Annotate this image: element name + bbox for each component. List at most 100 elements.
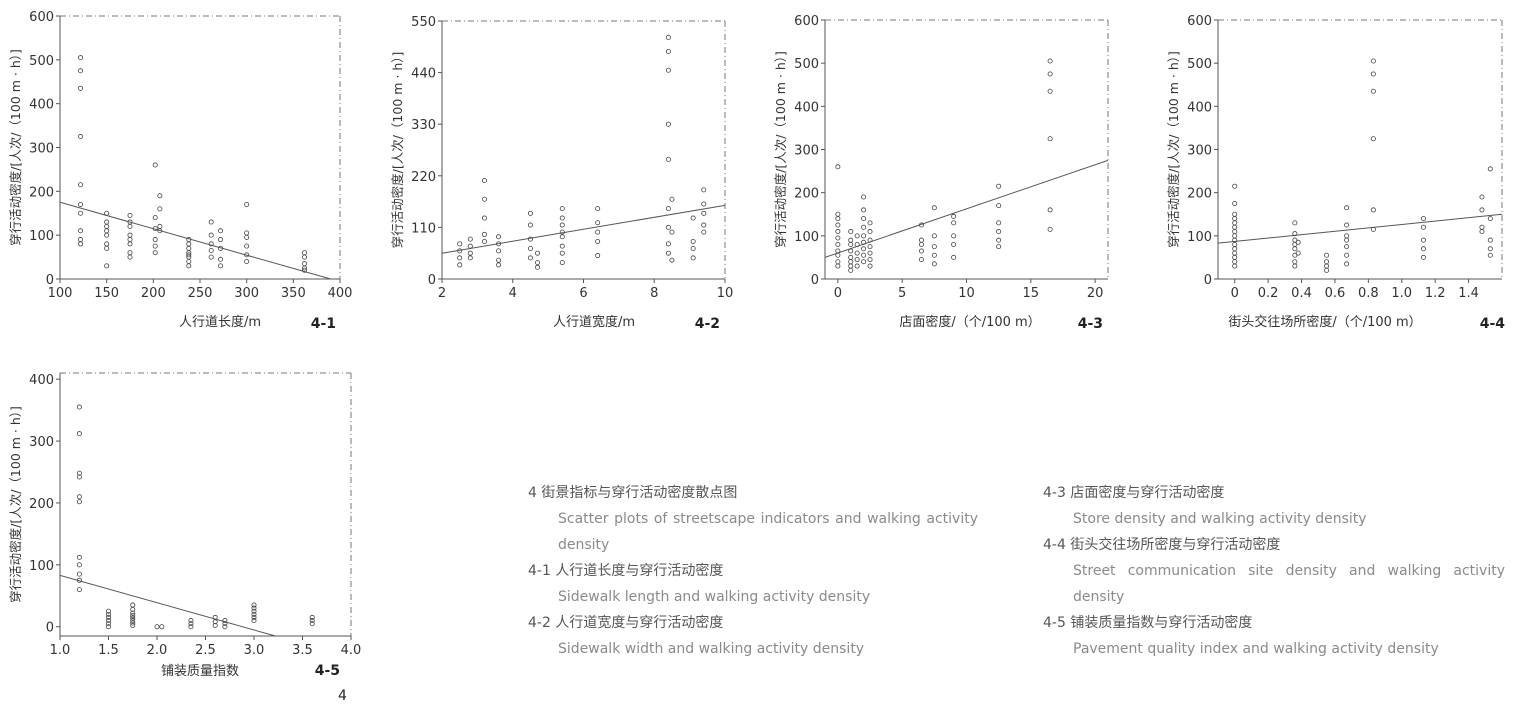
- scatter-point: [1344, 252, 1350, 258]
- x-tick-label: 1.0: [1391, 286, 1412, 301]
- scatter-point: [1479, 224, 1485, 230]
- scatter-point: [1344, 244, 1350, 250]
- scatter-point: [104, 228, 110, 234]
- scatter-point: [152, 226, 158, 232]
- scatter-point: [559, 206, 565, 212]
- scatter-point: [127, 212, 133, 218]
- scatter-point: [595, 253, 601, 259]
- scatter-point: [104, 210, 110, 216]
- regression-line: [60, 201, 331, 279]
- scatter-point: [1324, 267, 1330, 273]
- x-axis-label: 人行道宽度/m: [553, 314, 635, 330]
- scatter-point: [854, 233, 860, 239]
- scatter-point: [309, 618, 315, 624]
- scatter-point: [1292, 263, 1298, 269]
- scatter-point: [1232, 233, 1238, 239]
- y-tick-label: 0: [46, 621, 54, 636]
- y-tick-label: 400: [1187, 100, 1212, 115]
- scatter-point: [559, 260, 565, 266]
- scatter-point: [106, 614, 112, 620]
- scatter-point: [244, 252, 250, 258]
- caption-title-cn: 4 街景指标与穿行活动密度散点图: [528, 485, 738, 501]
- scatter-point: [159, 624, 165, 630]
- scatter-point: [996, 203, 1002, 209]
- scatter-point: [535, 250, 541, 256]
- scatter-point: [130, 622, 136, 628]
- scatter-point: [457, 255, 463, 261]
- scatter-point: [559, 222, 565, 228]
- scatter-point: [106, 611, 112, 617]
- scatter-point: [104, 263, 110, 269]
- y-axis-label: 穿行活动密度/[人次/（100 m · h）]: [390, 52, 405, 249]
- scatter-point: [467, 243, 473, 249]
- x-tick-label: 250: [188, 286, 213, 301]
- y-tick-label: 500: [29, 54, 54, 69]
- x-tick-label: 10: [717, 286, 734, 301]
- scatter-point: [78, 68, 84, 74]
- scatter-point: [918, 222, 924, 228]
- scatter-point: [1232, 250, 1238, 256]
- scatter-point: [1370, 71, 1376, 77]
- scatter-point: [1047, 136, 1053, 142]
- scatter-point: [665, 34, 671, 40]
- scatter-point: [130, 606, 136, 612]
- scatter-point: [1370, 136, 1376, 142]
- scatter-point: [188, 621, 194, 627]
- scatter-point: [104, 245, 110, 251]
- scatter-point: [127, 223, 133, 229]
- scatter-point: [931, 244, 937, 250]
- y-tick-label: 300: [29, 435, 54, 450]
- scatter-point: [106, 608, 112, 614]
- scatter-point: [701, 201, 707, 207]
- scatter-point: [1295, 239, 1301, 245]
- chart-panel-4-2: 2 4 6 8 10 0 110 220 330 440 550 穿行活动密度/[人次/（100 m …: [390, 15, 733, 332]
- scatter-point: [1487, 246, 1493, 252]
- y-tick-label: 0: [46, 273, 54, 288]
- scatter-point: [186, 241, 192, 247]
- x-tick-label: 3.5: [292, 643, 313, 658]
- panel-label: 4-1: [311, 316, 336, 332]
- scatter-point: [186, 252, 192, 258]
- scatter-point: [186, 258, 192, 264]
- x-tick-label: 20: [1087, 286, 1104, 301]
- panel-label: 4-3: [1078, 316, 1103, 332]
- scatter-point: [861, 259, 867, 265]
- scatter-point: [218, 228, 224, 234]
- scatter-point: [130, 602, 136, 608]
- scatter-point: [302, 254, 308, 260]
- x-tick-label: 6: [579, 286, 587, 301]
- scatter-point: [127, 241, 133, 247]
- scatter-point: [1232, 211, 1238, 217]
- x-tick-label: 8: [650, 286, 658, 301]
- x-tick-label: 0.4: [1291, 286, 1312, 301]
- scatter-point: [1292, 220, 1298, 226]
- scatter-point: [157, 193, 163, 199]
- y-axis-label: 穿行活动密度/[人次/（100 m · h）]: [8, 406, 23, 603]
- caption-4-3-cn: 4-3 店面密度与穿行活动密度: [1043, 485, 1225, 501]
- y-axis-label: 穿行活动密度/[人次/（100 m · h）]: [1166, 51, 1181, 248]
- x-tick-label: 2.0: [147, 643, 168, 658]
- scatter-point: [1420, 224, 1426, 230]
- scatter-point: [251, 611, 257, 617]
- scatter-point: [931, 233, 937, 239]
- x-tick-label: 300: [234, 286, 259, 301]
- scatter-point: [467, 250, 473, 256]
- scatter-point: [848, 254, 854, 260]
- scatter-point: [157, 206, 163, 212]
- scatter-point: [1232, 220, 1238, 226]
- scatter-point: [251, 608, 257, 614]
- scatter-point: [559, 215, 565, 221]
- scatter-point: [527, 246, 533, 252]
- scatter-point: [186, 245, 192, 251]
- figure-number: 4: [338, 688, 347, 704]
- x-tick-label: 0: [1231, 286, 1239, 301]
- x-tick-label: 0: [834, 286, 842, 301]
- x-tick-label: 5: [898, 286, 906, 301]
- caption-4-5-en: Pavement quality index and walking activ…: [1073, 641, 1439, 657]
- scatter-point: [669, 229, 675, 235]
- scatter-point: [106, 618, 112, 624]
- scatter-point: [669, 196, 675, 202]
- scatter-point: [535, 260, 541, 266]
- scatter-point: [867, 244, 873, 250]
- scatter-point: [527, 210, 533, 216]
